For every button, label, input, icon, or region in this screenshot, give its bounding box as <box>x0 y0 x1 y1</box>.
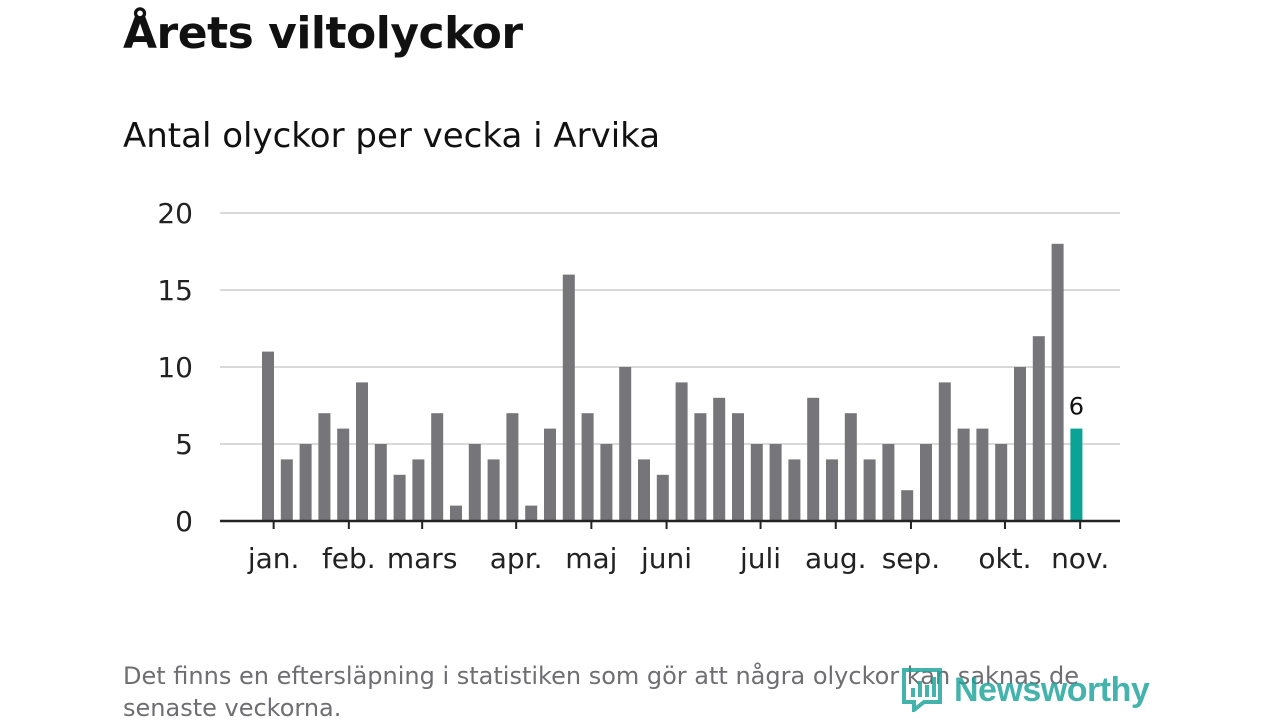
bar <box>600 444 613 521</box>
bar <box>1014 367 1026 521</box>
y-tick-label: 15 <box>157 274 193 307</box>
bar <box>562 274 575 521</box>
bar <box>581 413 594 521</box>
bar <box>920 444 932 521</box>
bar <box>393 474 406 521</box>
y-tick-label: 5 <box>175 428 193 461</box>
chart-subtitle: Antal olyckor per vecka i Arvika <box>123 116 661 156</box>
bar <box>826 459 838 521</box>
bar <box>844 413 857 521</box>
x-tick-label: mars <box>387 542 458 575</box>
bar <box>713 397 726 521</box>
bar-highlight <box>1070 428 1083 521</box>
bar <box>280 459 293 521</box>
x-tick-label: jan. <box>247 542 300 575</box>
bar <box>901 490 914 521</box>
brand-name: Newsworthy <box>954 670 1150 709</box>
bar <box>788 459 801 521</box>
bar <box>506 413 519 521</box>
x-tick-label: nov. <box>1051 542 1109 575</box>
newsworthy-logo-icon <box>902 668 942 712</box>
bar <box>807 397 820 521</box>
y-tick-label: 10 <box>157 351 193 384</box>
x-tick-label: aug. <box>805 542 867 575</box>
bar <box>299 444 312 521</box>
bar <box>694 413 707 521</box>
bar <box>863 459 876 521</box>
x-tick-label: feb. <box>322 542 376 575</box>
y-tick-label: 0 <box>175 505 193 538</box>
bar <box>318 413 331 521</box>
bar <box>487 459 500 521</box>
bar <box>656 474 669 521</box>
bar <box>337 428 350 521</box>
bar <box>1051 243 1064 522</box>
bar <box>412 459 425 521</box>
x-tick-label: apr. <box>490 542 543 575</box>
y-tick-label: 20 <box>157 197 193 230</box>
bar <box>525 505 538 521</box>
data-label: 6 <box>1069 393 1084 421</box>
x-tick-label: maj <box>565 542 617 575</box>
bar <box>374 444 387 521</box>
chart-title: Årets viltolyckor <box>123 8 523 59</box>
x-tick-label: okt. <box>978 542 1031 575</box>
bar <box>957 428 970 521</box>
x-tick-label: sep. <box>882 542 941 575</box>
bar <box>262 351 274 521</box>
bar <box>976 428 989 521</box>
bar <box>882 444 895 521</box>
x-tick-label: juli <box>739 542 781 575</box>
bar <box>431 413 444 521</box>
x-tick-label: juni <box>640 542 692 575</box>
bar <box>356 382 368 521</box>
bar <box>468 444 481 521</box>
bar <box>544 428 556 521</box>
bar <box>938 382 951 521</box>
bar <box>675 382 688 521</box>
newsworthy-logo: Newsworthy <box>902 668 1150 712</box>
bar <box>750 444 763 521</box>
bar <box>450 505 462 521</box>
bar <box>638 459 650 521</box>
bar <box>1032 336 1045 521</box>
bar <box>732 413 744 521</box>
bar <box>995 444 1008 521</box>
bar <box>769 444 782 521</box>
bar <box>619 367 632 521</box>
